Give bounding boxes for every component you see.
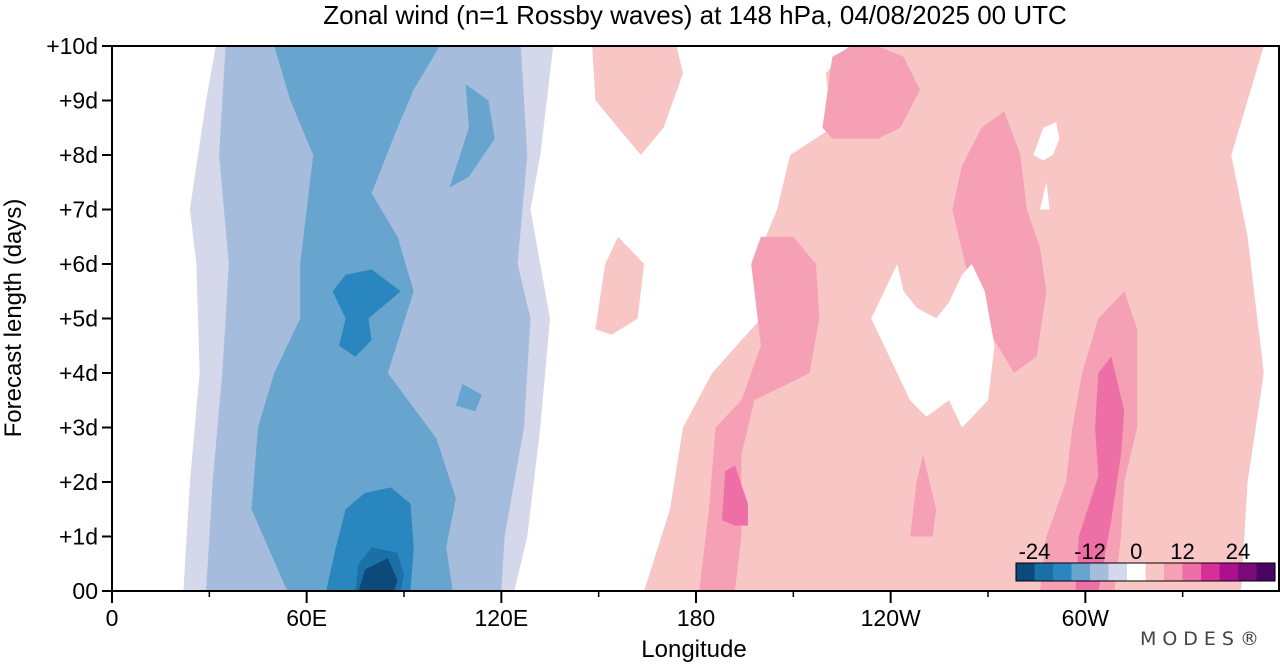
- y-tick-label: +7d: [59, 197, 98, 223]
- colorbar-swatch: [1127, 563, 1146, 581]
- colorbar-swatch: [1220, 563, 1239, 581]
- colorbar-swatch: [1053, 563, 1072, 581]
- x-tick-label: 60W: [1062, 605, 1110, 631]
- x-axis: 0 60E 120E 180 120W 60W: [106, 591, 1183, 631]
- colorbar-swatch: [1257, 563, 1276, 581]
- y-tick-label: 00: [72, 578, 98, 604]
- y-tick-label: +2d: [59, 469, 98, 495]
- colorbar-tick-label: -12: [1074, 539, 1106, 564]
- x-axis-label: Longitude: [641, 636, 746, 663]
- modes-logo: MODES®: [1140, 628, 1265, 650]
- zonal-wind-chart: Zonal wind (n=1 Rossby waves) at 148 hPa…: [0, 0, 1280, 664]
- y-axis-label: Forecast length (days): [0, 199, 27, 438]
- y-tick-label: +10d: [46, 33, 98, 59]
- y-tick-label: +9d: [59, 88, 98, 114]
- x-tick-label: 120W: [861, 605, 921, 631]
- colorbar-swatch: [1164, 563, 1183, 581]
- colorbar-swatch: [1035, 563, 1054, 581]
- y-tick-label: +4d: [59, 360, 98, 386]
- y-tick-label: +8d: [59, 142, 98, 168]
- colorbar-swatch: [1183, 563, 1202, 581]
- y-axis: 00 +1d +2d +3d +4d +5d +6d +7d +8d +9d +10d: [46, 33, 112, 604]
- plot-area: [112, 46, 1280, 591]
- colorbar-tick-label: 12: [1170, 539, 1194, 564]
- colorbar-swatch: [1201, 563, 1220, 581]
- y-tick-label: +1d: [59, 524, 98, 550]
- x-tick-label: 120E: [474, 605, 528, 631]
- y-tick-label: +3d: [59, 415, 98, 441]
- x-tick-label: 180: [677, 605, 715, 631]
- colorbar-tick-label: -24: [1019, 539, 1051, 564]
- colorbar-swatch: [1072, 563, 1091, 581]
- colorbar-swatch: [1146, 563, 1165, 581]
- colorbar-swatch: [1109, 563, 1128, 581]
- colorbar-swatch: [1090, 563, 1109, 581]
- colorbar-tick-label: 24: [1226, 539, 1250, 564]
- y-tick-label: +6d: [59, 251, 98, 277]
- colorbar-tick-label: 0: [1130, 539, 1142, 564]
- y-tick-label: +5d: [59, 306, 98, 332]
- chart-title: Zonal wind (n=1 Rossby waves) at 148 hPa…: [323, 0, 1067, 30]
- x-tick-label: 60E: [286, 605, 327, 631]
- colorbar-swatch: [1016, 563, 1035, 581]
- x-tick-label: 0: [106, 605, 119, 631]
- colorbar-swatch: [1238, 563, 1257, 581]
